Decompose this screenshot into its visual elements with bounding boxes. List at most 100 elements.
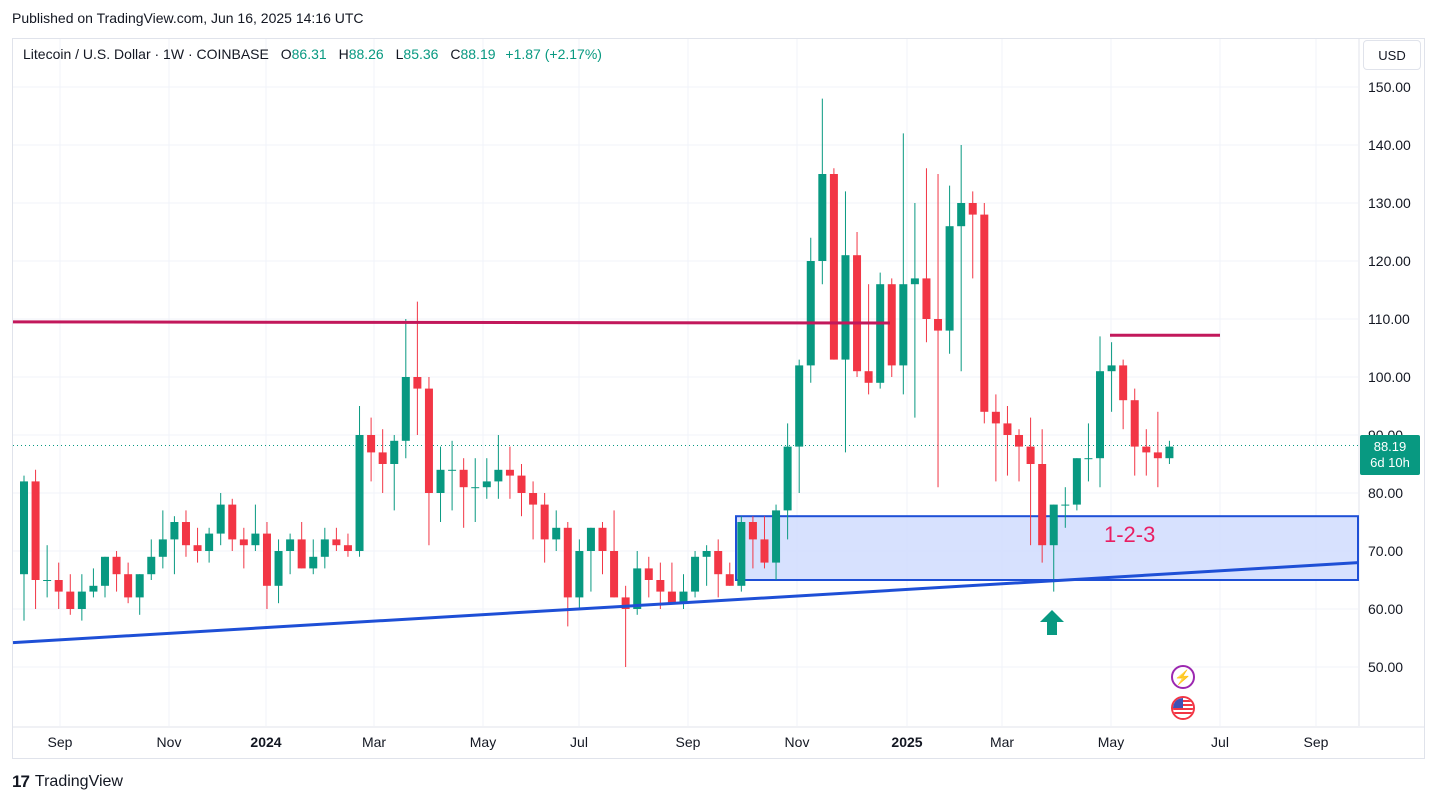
candle-body xyxy=(829,174,838,360)
x-tick-label: Nov xyxy=(157,734,182,750)
candle-body xyxy=(205,533,214,551)
candle-body xyxy=(170,522,179,540)
candle-body xyxy=(864,371,873,383)
lightning-icon[interactable]: ⚡ xyxy=(1171,665,1195,689)
last-price-badge: 88.19 6d 10h xyxy=(1360,435,1420,475)
y-tick-label: 150.00 xyxy=(1368,79,1411,95)
candle-body xyxy=(714,551,723,575)
candle-body xyxy=(158,539,167,557)
candle-body xyxy=(575,551,584,598)
published-caption: Published on TradingView.com, Jun 16, 20… xyxy=(12,10,364,26)
candle-body xyxy=(1061,504,1070,506)
candle-body xyxy=(1142,446,1151,453)
candle-body xyxy=(1026,446,1035,464)
currency-button[interactable]: USD xyxy=(1363,40,1421,70)
candle-body xyxy=(100,556,109,586)
candle-body xyxy=(320,539,329,557)
candle-body xyxy=(378,452,387,464)
candle-body xyxy=(610,551,619,598)
candle-body xyxy=(471,487,480,489)
tv-logo-mark: 17 xyxy=(12,772,30,791)
candle-body xyxy=(112,556,121,575)
candle-body xyxy=(644,568,653,580)
candle-body xyxy=(20,481,28,575)
candle-body xyxy=(1096,371,1105,459)
candle-body xyxy=(517,475,526,493)
tradingview-logo[interactable]: 17 TradingView xyxy=(12,772,123,792)
close-label: C xyxy=(450,46,461,62)
y-tick-label: 80.00 xyxy=(1368,485,1403,501)
candle-body xyxy=(968,203,977,215)
candle-body xyxy=(31,481,40,580)
candle-body xyxy=(1038,464,1047,546)
candle-body xyxy=(505,469,514,476)
candle-body xyxy=(459,469,468,488)
x-tick-label: 2024 xyxy=(250,734,281,750)
candle-body xyxy=(540,504,549,540)
candle-body xyxy=(343,545,352,551)
candle-body xyxy=(424,388,433,493)
y-tick-label: 110.00 xyxy=(1368,311,1410,327)
x-tick-label: 2025 xyxy=(891,734,922,750)
y-tick-label: 50.00 xyxy=(1368,659,1403,675)
candle-body xyxy=(390,440,399,464)
last-price-value: 88.19 xyxy=(1373,439,1407,454)
candle-body xyxy=(1049,504,1058,546)
up-arrow-marker xyxy=(1040,610,1064,635)
candle-body xyxy=(748,522,757,540)
candle-body xyxy=(667,591,676,604)
x-tick-label: May xyxy=(1098,734,1124,750)
candle-body xyxy=(1119,365,1128,401)
resistance-line xyxy=(12,320,891,325)
y-tick-label: 60.00 xyxy=(1368,601,1403,617)
tv-brand-name: TradingView xyxy=(34,773,123,790)
candle-body xyxy=(841,255,850,360)
candle-body xyxy=(482,481,491,488)
candle-body xyxy=(274,551,283,586)
candle-body xyxy=(262,533,271,586)
y-tick-label: 70.00 xyxy=(1368,543,1403,559)
high-value: 88.26 xyxy=(348,46,384,62)
candle-body xyxy=(806,261,815,366)
candle-body xyxy=(957,203,966,227)
us-flag-icon[interactable] xyxy=(1171,696,1195,720)
candle-body xyxy=(448,469,457,471)
candle-body xyxy=(216,504,225,534)
candle-body xyxy=(436,469,445,493)
candle-body xyxy=(147,556,156,575)
candle-body xyxy=(876,284,885,383)
x-tick-label: Sep xyxy=(48,734,73,750)
candle-body xyxy=(598,527,607,551)
candle-body xyxy=(980,214,989,412)
candle-body xyxy=(725,574,734,586)
open-value: 86.31 xyxy=(291,46,327,62)
candle-body xyxy=(887,284,896,366)
candle-body xyxy=(702,551,711,557)
y-tick-label: 120.00 xyxy=(1368,253,1411,269)
candle-body xyxy=(633,568,642,609)
close-value: 88.19 xyxy=(460,46,496,62)
pattern-annotation: 1-2-3 xyxy=(1104,522,1156,547)
candle-body xyxy=(934,319,943,331)
candle-body xyxy=(1003,423,1012,435)
candle-body xyxy=(89,585,98,592)
candle-body xyxy=(193,545,202,551)
y-tick-label: 100.00 xyxy=(1368,369,1411,385)
change-value: +1.87 (+2.17%) xyxy=(505,46,602,62)
candle-body xyxy=(691,556,700,592)
candle-body xyxy=(1107,365,1116,372)
candle-body xyxy=(1130,400,1139,447)
candle-body xyxy=(529,493,538,505)
candle-body xyxy=(991,411,1000,424)
candle-body xyxy=(43,580,52,581)
candle-body xyxy=(563,527,572,598)
symbol-legend: Litecoin / U.S. Dollar · 1W · COINBASE O… xyxy=(23,46,602,62)
y-tick-label: 130.00 xyxy=(1368,195,1411,211)
candle-body xyxy=(1015,435,1024,447)
candle-body xyxy=(239,539,248,546)
x-tick-label: Jul xyxy=(1211,734,1229,750)
support-zone-rect xyxy=(735,515,1359,582)
candle-body xyxy=(1072,458,1081,505)
x-tick-label: May xyxy=(470,734,496,750)
